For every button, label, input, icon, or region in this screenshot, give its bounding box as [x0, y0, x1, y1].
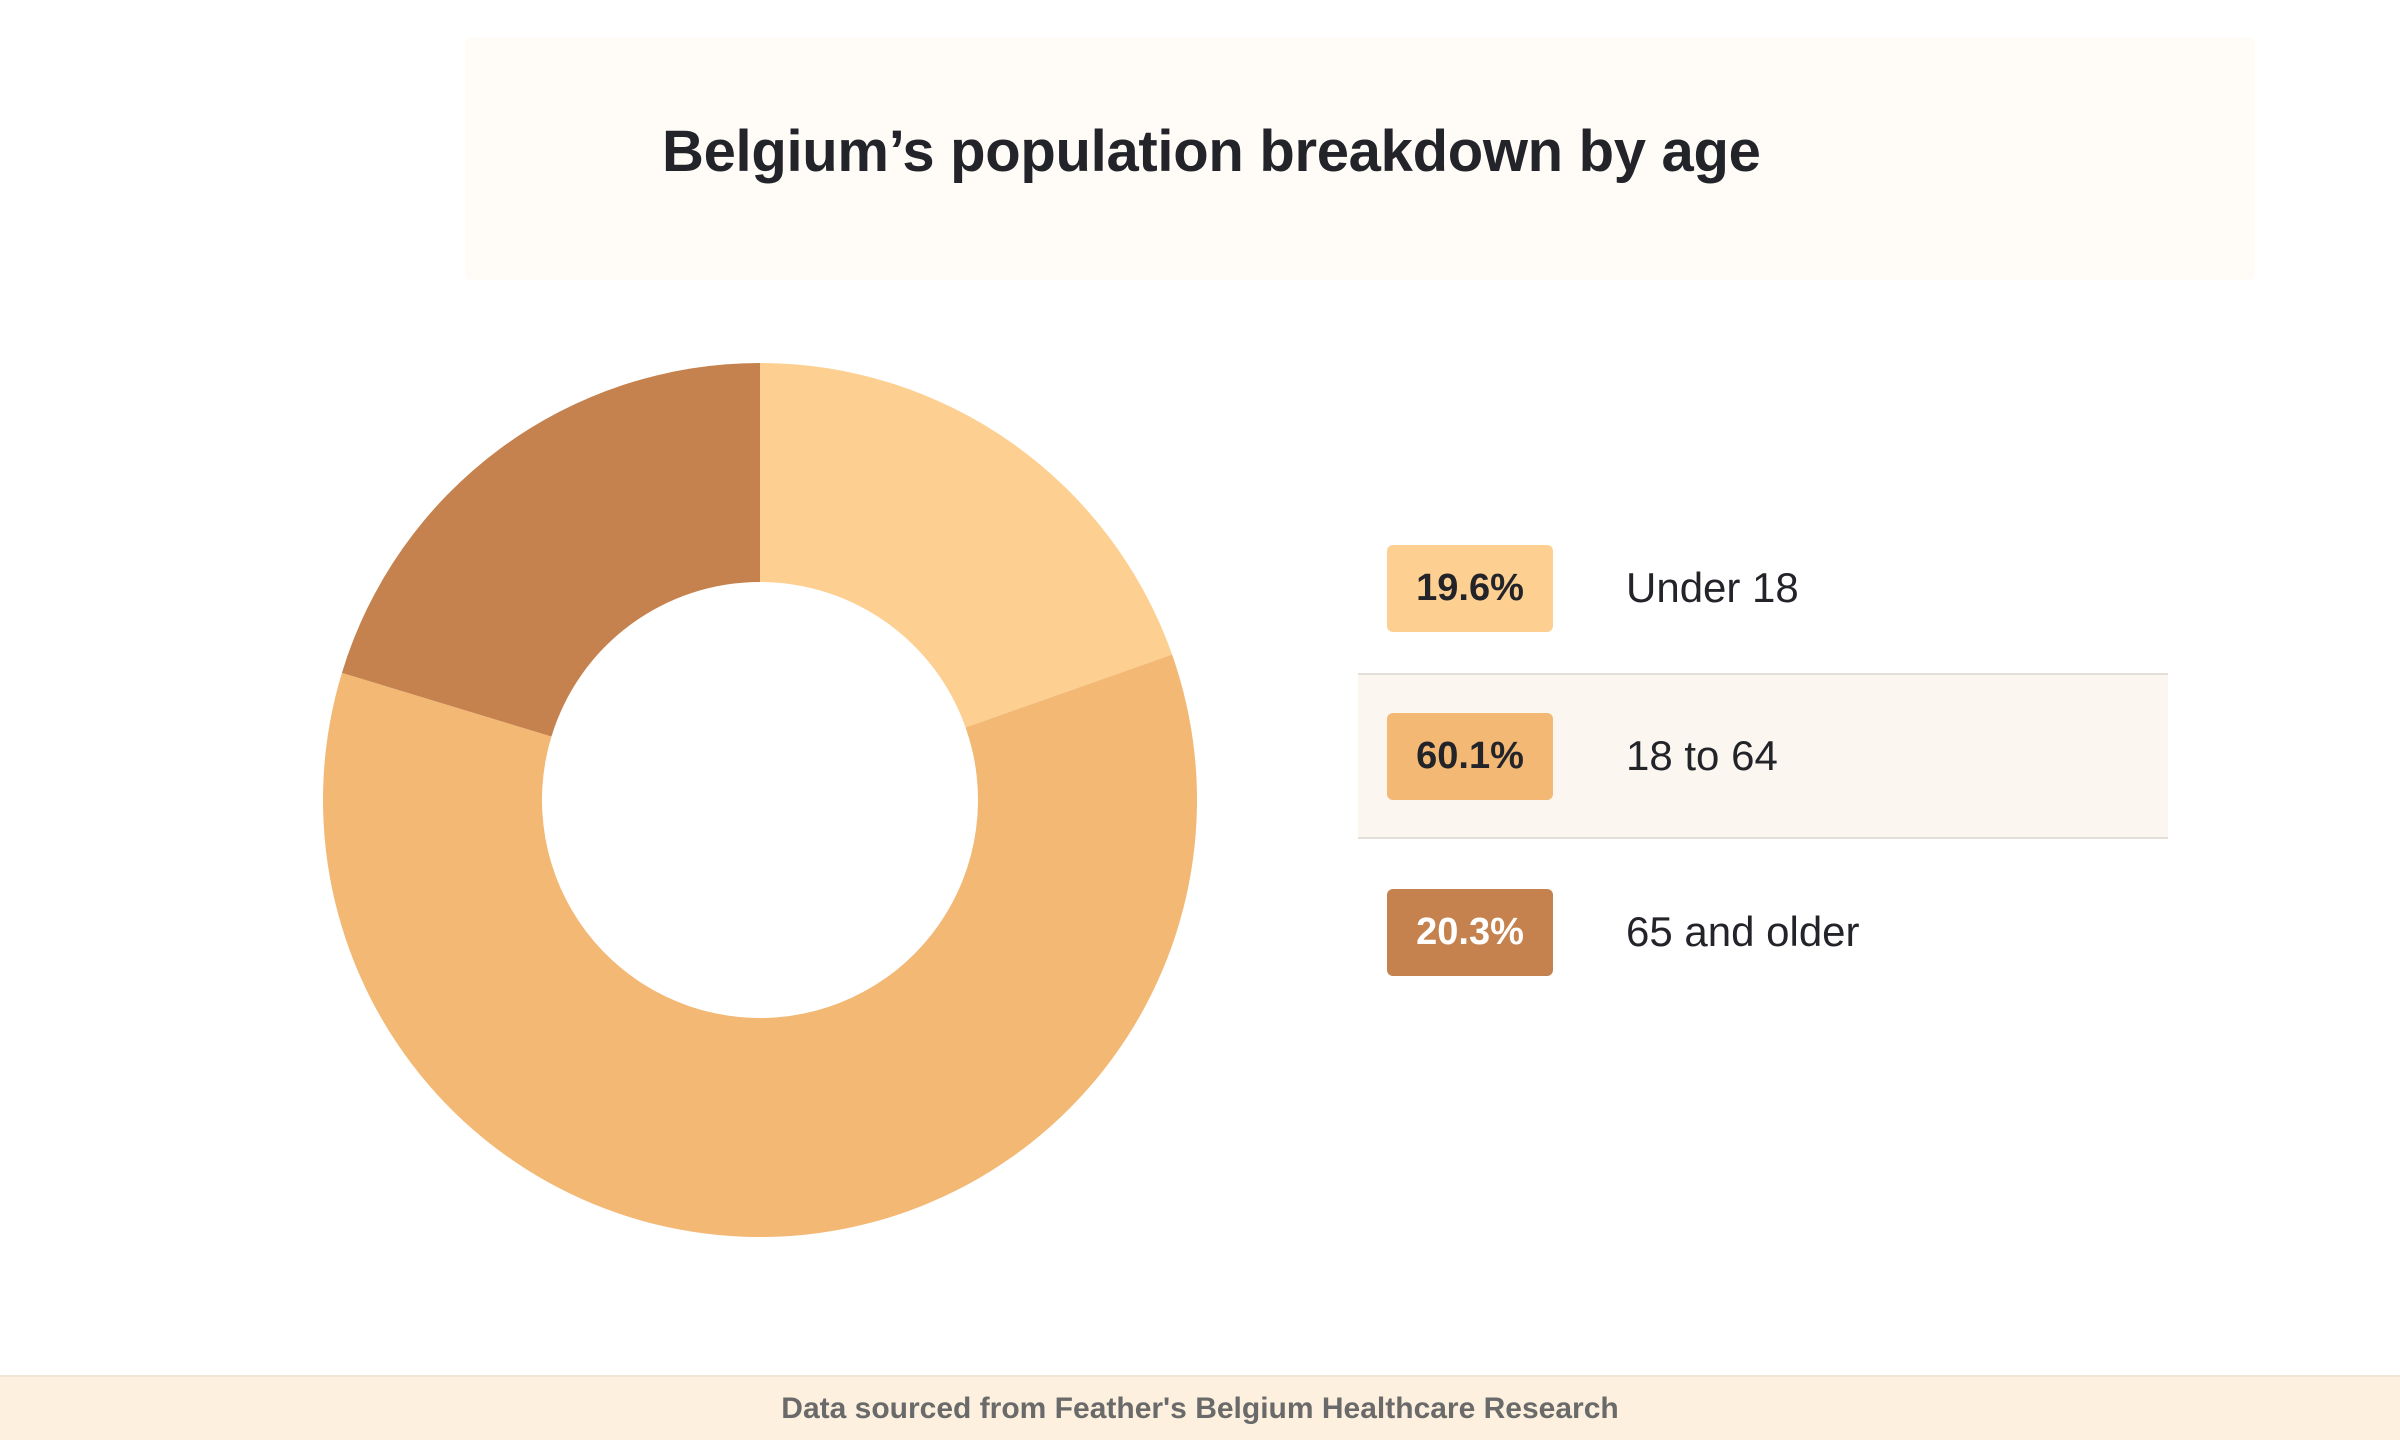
legend-badge-18-to-64: 60.1%	[1387, 713, 1553, 800]
donut-chart	[323, 363, 1197, 1237]
donut-slice-under-18	[760, 363, 1173, 728]
legend-badge-65-and-older: 20.3%	[1387, 889, 1553, 976]
legend-row-65-and-older: 20.3% 65 and older	[1358, 849, 2168, 1015]
chart-title: Belgium’s population breakdown by age	[662, 119, 1761, 184]
legend-label-65-and-older: 65 and older	[1626, 908, 1860, 955]
legend-row-under-18: 19.6% Under 18	[1358, 505, 2168, 671]
legend-badge-under-18: 19.6%	[1387, 545, 1553, 632]
donut-slice-65-and-older	[341, 363, 760, 737]
legend-label-18-to-64: 18 to 64	[1626, 732, 1778, 779]
legend-label-under-18: Under 18	[1626, 564, 1799, 611]
source-footer: Data sourced from Feather's Belgium Heal…	[0, 1375, 2400, 1440]
donut-slice-18-to-64	[323, 654, 1197, 1237]
title-band	[465, 38, 2255, 280]
legend-row-18-to-64: 60.1% 18 to 64	[1358, 673, 2168, 839]
